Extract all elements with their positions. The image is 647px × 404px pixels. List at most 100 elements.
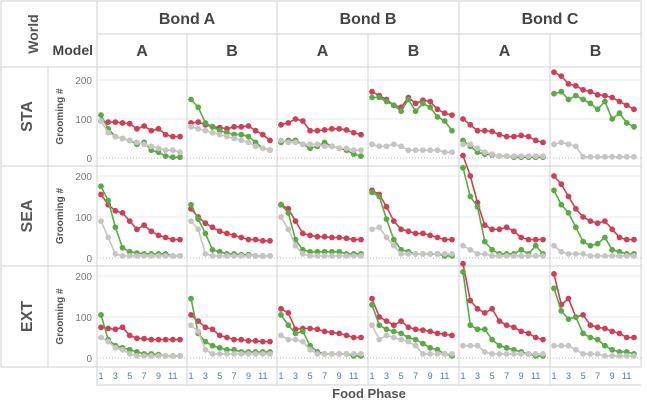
data-point-red	[525, 133, 532, 140]
data-point-gray	[98, 218, 104, 225]
data-point-red	[587, 88, 594, 95]
data-point-gray	[336, 351, 343, 357]
data-point-gray	[540, 253, 546, 259]
data-point-red	[314, 326, 321, 333]
data-point-green	[474, 203, 481, 210]
data-point-gray	[551, 342, 557, 349]
data-point-gray	[195, 328, 202, 335]
data-point-gray	[216, 253, 223, 259]
data-point-red	[609, 328, 616, 335]
data-point-red	[390, 218, 397, 225]
data-point-gray	[105, 234, 112, 241]
data-point-green	[481, 326, 488, 333]
data-point-gray	[314, 141, 321, 148]
data-point-gray	[299, 251, 306, 257]
data-point-green	[314, 248, 321, 255]
data-point-green	[112, 224, 119, 231]
y-tick-label: 100	[75, 313, 92, 324]
data-point-red	[350, 236, 357, 243]
data-point-green	[631, 123, 637, 130]
data-point-gray	[119, 346, 126, 353]
data-point-gray	[558, 342, 565, 349]
data-point-gray	[343, 145, 350, 152]
data-point-red	[141, 123, 148, 129]
data-point-red	[343, 332, 350, 339]
data-point-gray	[427, 351, 434, 357]
data-point-green	[594, 240, 601, 247]
data-point-red	[565, 295, 572, 302]
data-point-red	[105, 325, 112, 332]
data-point-gray	[252, 351, 259, 357]
data-point-red	[126, 218, 133, 225]
data-point-red	[631, 236, 637, 243]
data-point-red	[616, 330, 623, 337]
data-point-gray	[412, 147, 419, 154]
data-point-green	[467, 193, 474, 200]
data-point-gray	[188, 218, 194, 225]
data-point-gray	[141, 353, 148, 359]
data-point-red	[467, 121, 474, 128]
data-point-red	[314, 127, 321, 134]
data-point-gray	[202, 127, 209, 134]
series-line-red	[553, 175, 634, 241]
data-point-red	[259, 131, 266, 138]
data-point-gray	[511, 253, 517, 259]
x-tick-label: 7	[142, 371, 147, 381]
data-point-gray	[148, 253, 155, 259]
data-point-gray	[467, 246, 474, 253]
data-point-red	[329, 125, 335, 132]
data-point-green	[383, 216, 390, 223]
data-point-green	[405, 334, 412, 341]
data-point-gray	[467, 342, 474, 349]
data-point-gray	[558, 248, 565, 255]
data-point-gray	[518, 153, 525, 160]
panel-SEA-2	[278, 201, 364, 259]
data-point-green	[602, 98, 608, 105]
data-point-gray	[616, 353, 623, 359]
data-point-gray	[609, 353, 616, 359]
panel-SEA-3	[369, 187, 455, 259]
data-point-gray	[558, 139, 565, 146]
data-point-green	[489, 246, 495, 253]
data-point-red	[177, 336, 183, 343]
data-point-green	[551, 90, 557, 97]
data-point-gray	[602, 153, 608, 160]
data-point-gray	[350, 351, 357, 357]
data-point-gray	[496, 253, 503, 259]
data-point-green	[285, 210, 292, 216]
data-point-green	[299, 328, 306, 335]
data-point-red	[314, 233, 321, 240]
data-point-red	[336, 125, 343, 132]
data-point-gray	[412, 251, 419, 257]
data-point-green	[572, 314, 579, 320]
data-point-green	[278, 201, 284, 208]
data-point-gray	[369, 226, 375, 233]
data-point-green	[503, 344, 510, 351]
data-point-red	[467, 173, 474, 179]
data-point-red	[267, 237, 273, 244]
data-point-gray	[238, 137, 245, 144]
x-tick-label: 7	[232, 371, 237, 381]
data-point-green	[405, 96, 412, 103]
data-point-gray	[105, 338, 112, 345]
data-point-green	[427, 104, 434, 111]
data-point-red	[587, 322, 594, 329]
data-point-red	[350, 334, 357, 341]
data-point-gray	[119, 135, 126, 142]
data-point-gray	[329, 351, 335, 357]
x-tick-label: 9	[337, 371, 342, 381]
x-tick-label: 1	[98, 371, 103, 381]
data-point-gray	[496, 351, 503, 357]
x-axis-title: Food Phase	[332, 386, 406, 401]
data-point-green	[460, 164, 466, 171]
panel-STA-1	[188, 96, 273, 154]
data-point-gray	[336, 145, 343, 152]
panel-EXT-2	[278, 305, 364, 359]
data-point-red	[390, 322, 397, 329]
data-point-red	[105, 119, 112, 125]
data-point-gray	[467, 141, 474, 148]
data-point-gray	[631, 253, 637, 259]
data-point-red	[467, 297, 474, 304]
data-point-green	[358, 153, 364, 160]
data-point-green	[202, 338, 209, 345]
